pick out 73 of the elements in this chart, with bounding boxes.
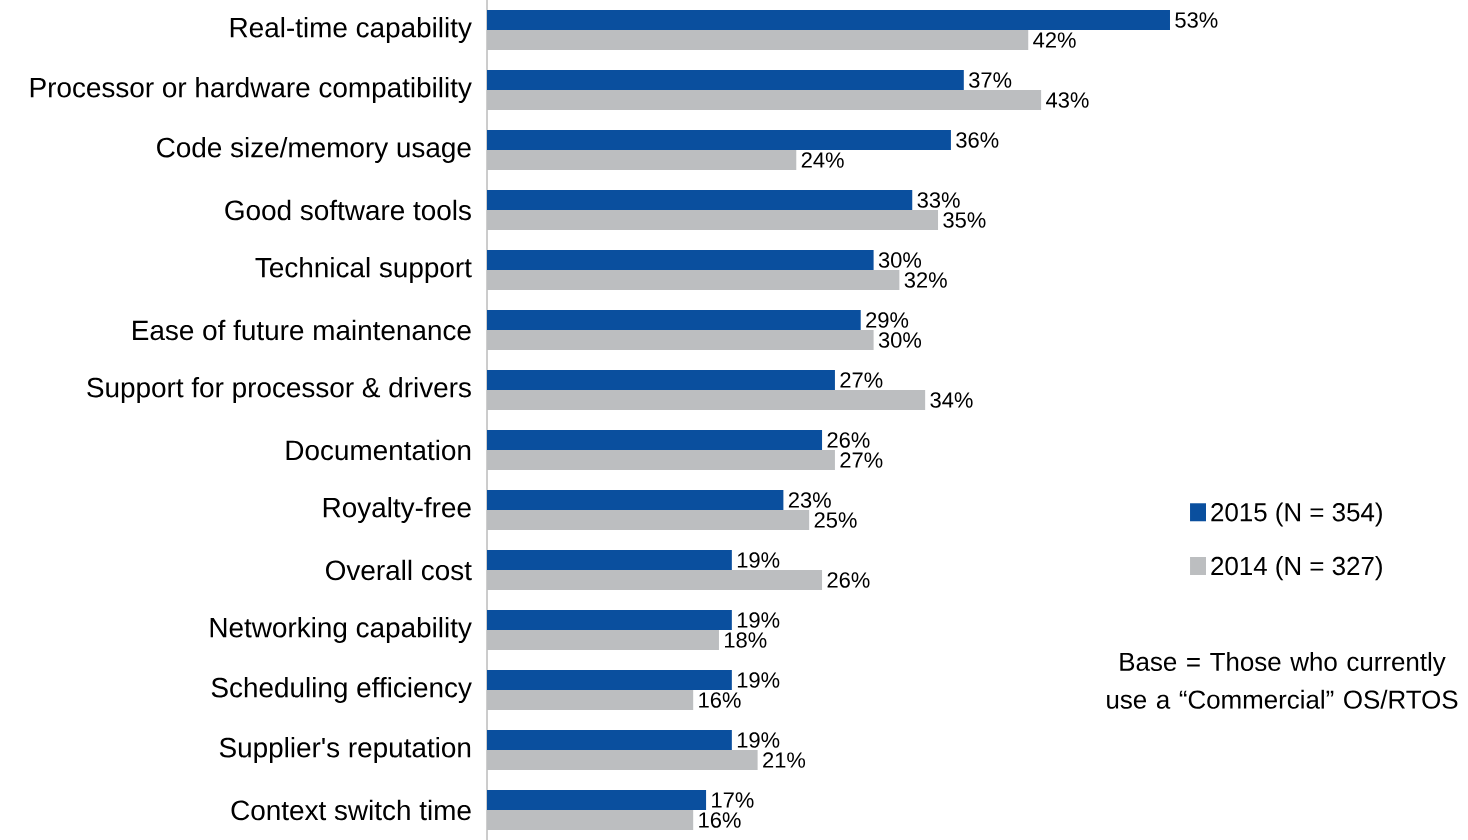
bar [487, 70, 964, 90]
bar [487, 150, 797, 170]
y-tick-label: Code size/memory usage [157, 137, 471, 163]
bar [487, 510, 810, 531]
y-tick-label: Good software tools [225, 199, 471, 221]
annotation: Base = Those who currently use a “Commercial” OS/RTOS [1107, 651, 1458, 709]
data-label: 30% [878, 332, 922, 348]
data-label: 18% [725, 632, 767, 648]
data-label: 53% [1175, 12, 1218, 28]
bar [487, 610, 732, 631]
data-label: 19% [737, 672, 780, 688]
bar [487, 570, 823, 591]
data-label: 27% [840, 372, 883, 388]
bar [487, 210, 939, 230]
data-label: 26% [827, 432, 870, 448]
y-tick-label: Ease of future maintenance [133, 319, 471, 341]
bar [487, 450, 835, 471]
data-label: 24% [801, 152, 844, 168]
data-label: 30% [878, 252, 922, 268]
data-label: 27% [840, 452, 883, 468]
data-label: 32% [904, 272, 947, 288]
bar [487, 430, 823, 451]
bar [487, 90, 1042, 110]
data-label: 42% [1033, 32, 1076, 48]
data-label: 36% [956, 132, 999, 148]
data-label: 43% [1046, 92, 1089, 108]
y-tick-label: Technical support [255, 257, 472, 283]
data-label: 33% [917, 192, 960, 208]
bar [487, 130, 951, 150]
bar [487, 390, 926, 411]
data-label: 21% [763, 752, 806, 768]
bar [487, 330, 874, 351]
bar [487, 370, 835, 391]
data-label: 19% [737, 552, 780, 568]
bar [487, 730, 732, 751]
y-tick-label: Support for processor & drivers [87, 377, 471, 403]
bar [487, 250, 874, 270]
y-tick-label: Processor or hardware compatibility [30, 77, 472, 103]
bar [487, 690, 694, 711]
y-tick-label: Royalty-free [323, 497, 471, 523]
data-label: 29% [866, 312, 909, 328]
bar [487, 750, 758, 771]
bar [487, 810, 694, 831]
data-label: 25% [814, 512, 857, 528]
data-label: 16% [699, 812, 741, 828]
y-tick-label: Real-time capability [230, 16, 472, 43]
data-label: 37% [969, 72, 1012, 88]
y-tick-label: Networking capability [210, 617, 472, 643]
data-label: 19% [737, 732, 780, 748]
bar [487, 10, 1170, 30]
data-label: 35% [943, 212, 986, 228]
bar [487, 270, 900, 290]
bar [487, 630, 719, 651]
data-label: 17% [712, 792, 754, 808]
bar [487, 190, 913, 210]
data-label: 19% [737, 612, 780, 628]
bar [487, 30, 1029, 50]
legend-label: 2014 (N = 327) [1211, 556, 1382, 581]
data-label: 34% [930, 392, 973, 408]
legend-label: 2015 (N = 354) [1211, 502, 1382, 527]
y-tick-label: Overall cost [326, 559, 472, 581]
bar [487, 790, 707, 811]
y-tick-label: Supplier's reputation [219, 737, 471, 763]
data-label: 26% [827, 572, 870, 588]
data-label: 23% [788, 492, 831, 508]
y-tick-label: Documentation [286, 439, 471, 461]
y-tick-label: Context switch time [231, 799, 471, 821]
bar [487, 490, 784, 511]
bar [487, 670, 732, 691]
data-label: 16% [699, 692, 741, 708]
y-tick-label: Scheduling efficiency [211, 677, 472, 703]
bar [487, 310, 861, 330]
bar [487, 550, 732, 571]
